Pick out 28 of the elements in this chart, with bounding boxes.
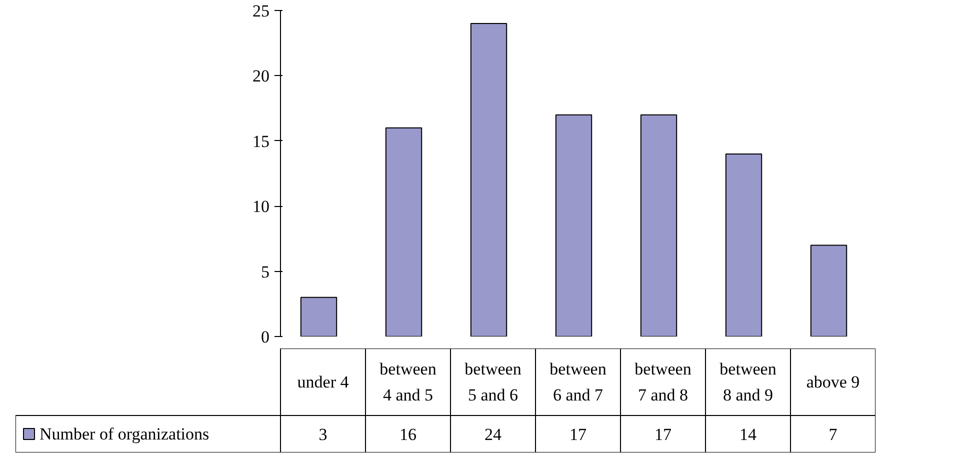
bar: [385, 127, 422, 336]
bar: [470, 23, 508, 336]
data-label: 16: [400, 425, 416, 444]
x-tick-label: between 4 and 5: [380, 360, 437, 404]
x-tick-label: between 6 and 7: [550, 360, 607, 404]
x-tick-label: between 5 and 6: [464, 360, 522, 404]
data-label: 17: [570, 425, 587, 444]
x-tick-label: between 7 and 8: [634, 360, 692, 404]
y-tick-label: 20: [252, 66, 270, 86]
bar: [300, 296, 338, 336]
x-tick-label: under 4: [297, 372, 350, 392]
x-tick-label: above 9: [806, 372, 860, 392]
bar: [725, 153, 762, 336]
data-label: 7: [828, 425, 838, 444]
y-tick-label: 5: [261, 262, 270, 282]
bar: [810, 244, 848, 336]
y-tick-label: 0: [261, 328, 270, 346]
data-label: 17: [654, 425, 672, 444]
x-tick-label: between 8 and 9: [720, 360, 777, 404]
legend-label: Number of organizations: [40, 424, 210, 444]
y-tick-label: 15: [252, 132, 270, 151]
data-label: 3: [318, 425, 328, 444]
bar: [555, 114, 592, 336]
bar: [640, 114, 678, 336]
data-label: 14: [740, 425, 757, 444]
y-tick-label: 25: [252, 2, 270, 20]
data-label: 24: [484, 425, 502, 444]
y-tick-label: 10: [252, 197, 270, 216]
